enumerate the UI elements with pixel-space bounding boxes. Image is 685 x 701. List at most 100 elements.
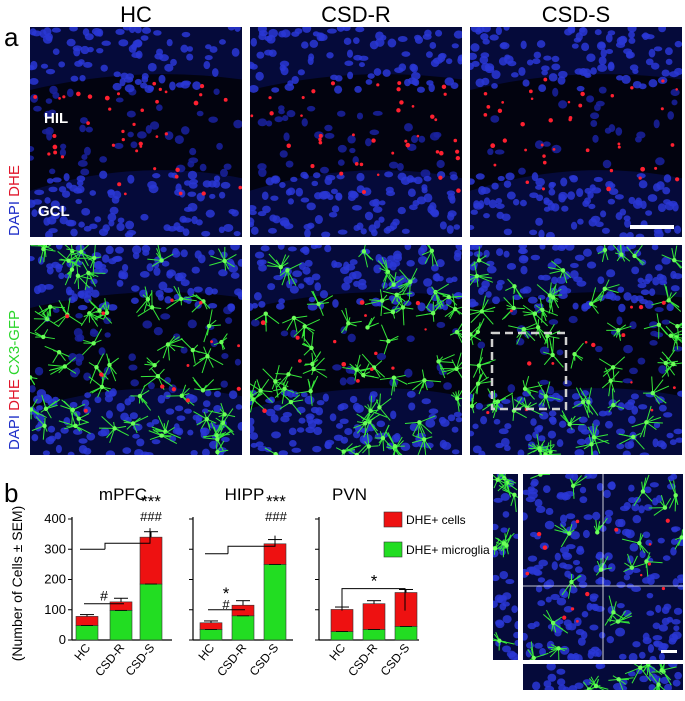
nucleus xyxy=(673,625,680,632)
nucleus xyxy=(73,47,81,57)
dhe-signal xyxy=(525,180,530,184)
nucleus xyxy=(209,46,218,53)
dhe-signal xyxy=(138,141,143,146)
nucleus xyxy=(404,245,412,251)
nucleus xyxy=(618,653,627,660)
nucleus xyxy=(557,76,566,85)
nucleus xyxy=(623,292,632,301)
nucleus xyxy=(49,168,56,175)
nucleus xyxy=(655,157,665,166)
microglia-cell xyxy=(384,271,404,291)
dhe-signal xyxy=(359,162,364,167)
nucleus xyxy=(628,652,638,660)
nucleus xyxy=(123,76,134,83)
nucleus xyxy=(641,33,651,39)
nucleus xyxy=(401,51,411,57)
dhe-signal xyxy=(552,147,556,151)
nucleus xyxy=(334,75,343,82)
nucleus xyxy=(654,307,664,313)
nucleus xyxy=(635,295,644,302)
nucleus xyxy=(262,205,271,214)
microglia-cell xyxy=(537,381,561,409)
nucleus xyxy=(158,281,168,291)
nucleus xyxy=(250,424,255,434)
nucleus xyxy=(268,28,279,38)
microglia-cell xyxy=(31,416,48,440)
nucleus xyxy=(152,262,160,269)
nucleus xyxy=(126,110,136,118)
microglia-cell xyxy=(607,388,625,413)
nucleus xyxy=(542,485,551,493)
nucleus xyxy=(495,203,505,210)
microglia-cell xyxy=(668,321,682,341)
nucleus xyxy=(250,209,257,216)
nucleus xyxy=(344,427,353,436)
nucleus xyxy=(397,36,408,42)
microglia-cell xyxy=(651,283,682,312)
nucleus xyxy=(122,447,132,454)
dhe-signal xyxy=(610,94,615,98)
microglia-cell xyxy=(674,529,683,550)
legend-label-cells: DHE+ cells xyxy=(406,513,466,527)
nucleus xyxy=(615,41,626,49)
nucleus xyxy=(73,328,83,338)
nucleus xyxy=(570,270,579,279)
nucleus xyxy=(337,404,345,411)
nucleus xyxy=(175,427,184,436)
dhe-signal xyxy=(638,304,644,310)
microglia-cell xyxy=(554,524,575,548)
orthogonal-bottom-view xyxy=(523,664,683,690)
nucleus xyxy=(513,631,518,639)
nucleus xyxy=(548,410,557,417)
nucleus xyxy=(674,67,682,76)
nucleus xyxy=(645,210,653,216)
nucleus xyxy=(491,70,501,80)
nucleus xyxy=(592,134,599,143)
nucleus xyxy=(67,289,75,296)
nucleus xyxy=(598,631,606,639)
nucleus xyxy=(557,285,568,294)
dhe-signal xyxy=(193,100,199,106)
nucleus xyxy=(393,250,402,260)
nucleus xyxy=(592,511,601,521)
nucleus xyxy=(606,636,615,644)
dhe-signal xyxy=(132,122,136,126)
nucleus xyxy=(657,203,667,212)
nucleus xyxy=(104,390,112,398)
nucleus xyxy=(622,450,631,455)
microglia-cell xyxy=(382,289,413,304)
nucleus xyxy=(191,215,198,225)
nucleus xyxy=(409,423,419,432)
nucleus xyxy=(590,215,601,223)
nucleus xyxy=(556,492,566,498)
nucleus xyxy=(595,664,606,670)
nucleus xyxy=(626,51,635,59)
nucleus xyxy=(298,417,306,424)
y-tick-label: 400 xyxy=(44,511,66,526)
nucleus xyxy=(576,280,587,287)
nucleus xyxy=(257,163,267,171)
nucleus xyxy=(512,294,522,301)
microglia-cell xyxy=(40,394,61,419)
nucleus xyxy=(311,180,319,187)
dhe-signal xyxy=(638,176,642,180)
nucleus xyxy=(327,194,334,201)
nucleus xyxy=(408,204,418,211)
nucleus xyxy=(598,86,607,94)
nucleus xyxy=(337,144,347,153)
dhe-signal xyxy=(434,118,438,122)
nucleus xyxy=(470,52,478,61)
nucleus xyxy=(514,639,518,646)
nucleus xyxy=(308,296,316,303)
nucleus xyxy=(304,395,315,405)
dhe-signal xyxy=(391,366,395,370)
nucleus xyxy=(541,65,550,72)
nucleus xyxy=(209,193,216,199)
dhe-signal xyxy=(548,118,553,123)
nucleus xyxy=(663,174,672,183)
nucleus xyxy=(187,319,197,329)
nucleus xyxy=(98,347,106,356)
nucleus xyxy=(343,37,352,46)
nucleus xyxy=(364,211,374,221)
